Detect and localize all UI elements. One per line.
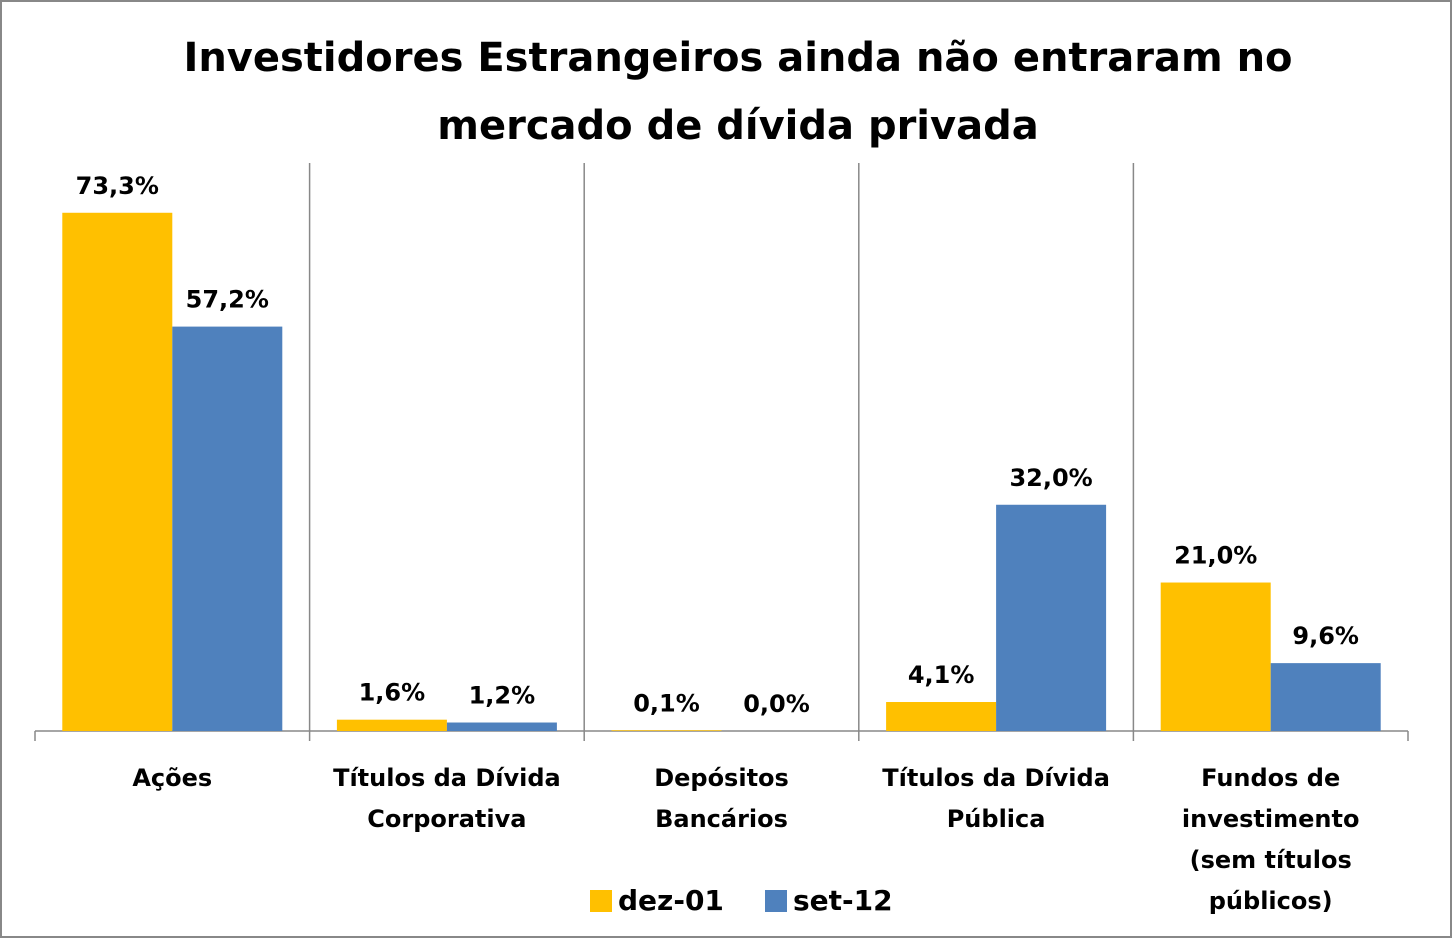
data-label: 0,0% bbox=[743, 690, 810, 718]
legend-swatch bbox=[765, 890, 787, 912]
x-tick-label: Depósitos bbox=[654, 764, 789, 792]
data-label: 32,0% bbox=[1009, 464, 1092, 492]
data-label: 1,6% bbox=[359, 679, 426, 707]
x-tick-label: Pública bbox=[947, 805, 1046, 833]
legend-swatch bbox=[590, 890, 612, 912]
data-label: 57,2% bbox=[186, 286, 269, 314]
chart-title: Investidores Estrangeiros ainda não entr… bbox=[183, 35, 1292, 81]
data-label: 1,2% bbox=[469, 682, 536, 710]
x-tick-label: investimento bbox=[1182, 805, 1360, 833]
bar bbox=[172, 326, 283, 731]
data-label: 4,1% bbox=[908, 661, 975, 689]
bar bbox=[336, 719, 447, 731]
data-label: 21,0% bbox=[1174, 542, 1257, 570]
x-tick-label: Títulos da Dívida bbox=[333, 764, 561, 792]
chart-title: mercado de dívida privada bbox=[437, 103, 1038, 149]
data-label: 0,1% bbox=[633, 689, 700, 717]
x-tick-label: Corporativa bbox=[367, 805, 526, 833]
x-tick-label: Bancários bbox=[655, 805, 788, 833]
bar bbox=[62, 212, 173, 732]
x-tick-label: públicos) bbox=[1209, 887, 1333, 915]
x-tick-label: Ações bbox=[132, 764, 212, 792]
bar bbox=[611, 730, 722, 731]
x-tick-label: Títulos da Dívida bbox=[882, 764, 1110, 792]
x-tick-label: Fundos de bbox=[1201, 764, 1340, 792]
legend-label: set-12 bbox=[793, 884, 893, 917]
bar bbox=[1160, 582, 1271, 731]
bar bbox=[1270, 663, 1381, 731]
data-label: 73,3% bbox=[76, 172, 159, 200]
bar bbox=[446, 722, 557, 731]
bar bbox=[886, 702, 997, 731]
x-tick-label: (sem títulos bbox=[1190, 846, 1352, 874]
legend-label: dez-01 bbox=[618, 884, 724, 917]
data-label: 9,6% bbox=[1292, 622, 1359, 650]
bar bbox=[996, 504, 1107, 731]
